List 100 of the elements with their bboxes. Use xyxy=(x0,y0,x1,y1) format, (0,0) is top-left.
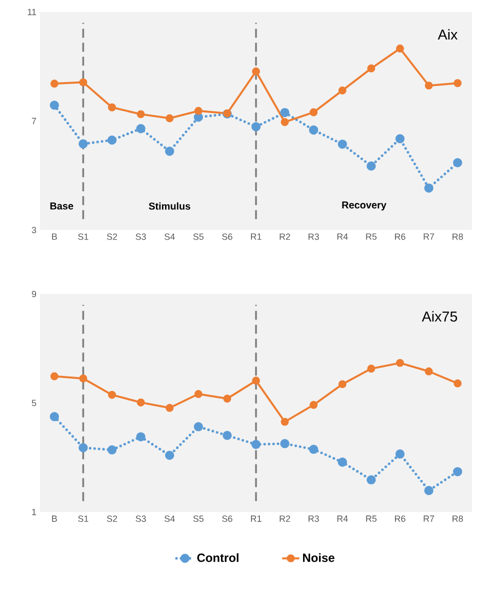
point xyxy=(252,376,260,385)
point xyxy=(395,134,405,144)
point xyxy=(79,374,88,382)
point xyxy=(165,450,174,460)
point xyxy=(424,367,433,376)
x-tick-label: R7 xyxy=(424,234,434,240)
point xyxy=(395,449,405,459)
y-tick-label: 3 xyxy=(32,226,36,234)
x-tick-label: S1 xyxy=(78,234,88,240)
point xyxy=(367,364,376,373)
point xyxy=(107,445,117,454)
point xyxy=(108,103,116,112)
point xyxy=(338,458,347,467)
point xyxy=(108,390,116,399)
x-tick-label: S2 xyxy=(106,234,118,240)
point xyxy=(309,125,318,135)
x-tick-label: S3 xyxy=(136,516,146,522)
point xyxy=(424,486,434,496)
y-tick-label: 1 xyxy=(32,508,36,516)
x-tick-label: R3 xyxy=(308,234,319,240)
x-tick-label: S4 xyxy=(164,516,175,522)
x-tick-label: R2 xyxy=(280,234,290,240)
point xyxy=(194,106,202,115)
point xyxy=(136,398,145,406)
point xyxy=(338,380,346,388)
text: Aix75 xyxy=(422,311,458,322)
legend-label: Control xyxy=(197,553,238,562)
x-tick-label: R1 xyxy=(251,234,262,240)
point xyxy=(166,114,174,122)
point xyxy=(79,78,88,86)
x-tick-label: R8 xyxy=(452,516,463,522)
x-tick-label: B xyxy=(52,234,57,240)
y-tick-label: 11 xyxy=(28,8,36,16)
x-tick-label: S6 xyxy=(222,516,232,522)
point xyxy=(78,139,88,148)
x-tick-label: R7 xyxy=(424,516,434,522)
legend-label: Noise xyxy=(303,553,334,562)
point xyxy=(454,379,462,388)
annotation: Base xyxy=(50,202,74,210)
x-tick-label: S5 xyxy=(193,516,204,522)
x-tick-label: R4 xyxy=(337,234,348,240)
point xyxy=(454,79,462,88)
point xyxy=(367,64,376,72)
x-tick-label: B xyxy=(52,516,57,522)
point xyxy=(78,443,88,452)
point xyxy=(251,122,261,132)
point xyxy=(107,135,117,145)
point xyxy=(194,422,203,432)
annotation: Stimulus xyxy=(148,202,190,210)
point xyxy=(309,444,318,454)
point xyxy=(136,124,146,134)
x-tick-label: R6 xyxy=(395,234,406,240)
x-tick-label: S4 xyxy=(164,234,175,240)
point xyxy=(136,110,145,118)
point xyxy=(280,108,290,118)
x-tick-label: R5 xyxy=(366,516,377,522)
point xyxy=(50,412,59,422)
point xyxy=(453,158,462,168)
point xyxy=(50,80,58,88)
x-tick-label: S2 xyxy=(106,516,118,522)
point xyxy=(338,86,346,94)
point xyxy=(424,183,434,193)
point xyxy=(310,108,318,116)
x-tick-label: R4 xyxy=(337,516,348,522)
point xyxy=(366,475,376,484)
y-tick-label: 9 xyxy=(32,290,36,298)
point xyxy=(194,390,202,398)
point xyxy=(280,118,289,126)
text: Aix xyxy=(438,29,458,40)
point xyxy=(50,100,59,110)
point xyxy=(166,404,174,412)
x-tick-label: R1 xyxy=(251,516,262,522)
x-tick-label: S5 xyxy=(193,234,204,240)
point xyxy=(396,44,404,52)
point xyxy=(165,146,174,156)
point xyxy=(50,372,58,380)
point xyxy=(136,432,146,442)
y-tick-label: 7 xyxy=(32,118,36,124)
x-tick-label: S3 xyxy=(136,234,146,240)
x-tick-label: S6 xyxy=(222,234,232,240)
annotation: Recovery xyxy=(342,202,386,210)
x-tick-label: R8 xyxy=(452,234,463,240)
x-tick-label: R2 xyxy=(280,516,290,522)
y-tick-label: 5 xyxy=(32,400,36,406)
point xyxy=(424,82,433,90)
point xyxy=(366,161,376,171)
point xyxy=(252,67,260,76)
x-tick-label: S1 xyxy=(78,516,88,522)
x-tick-label: R3 xyxy=(308,516,319,522)
point xyxy=(222,430,232,440)
point xyxy=(194,112,203,122)
point xyxy=(310,400,318,409)
point xyxy=(338,140,347,149)
point xyxy=(396,358,404,367)
x-tick-label: R6 xyxy=(395,516,406,522)
point xyxy=(280,439,290,448)
point xyxy=(280,418,289,426)
point xyxy=(223,394,232,403)
point xyxy=(453,467,462,476)
x-tick-label: R5 xyxy=(366,234,377,240)
